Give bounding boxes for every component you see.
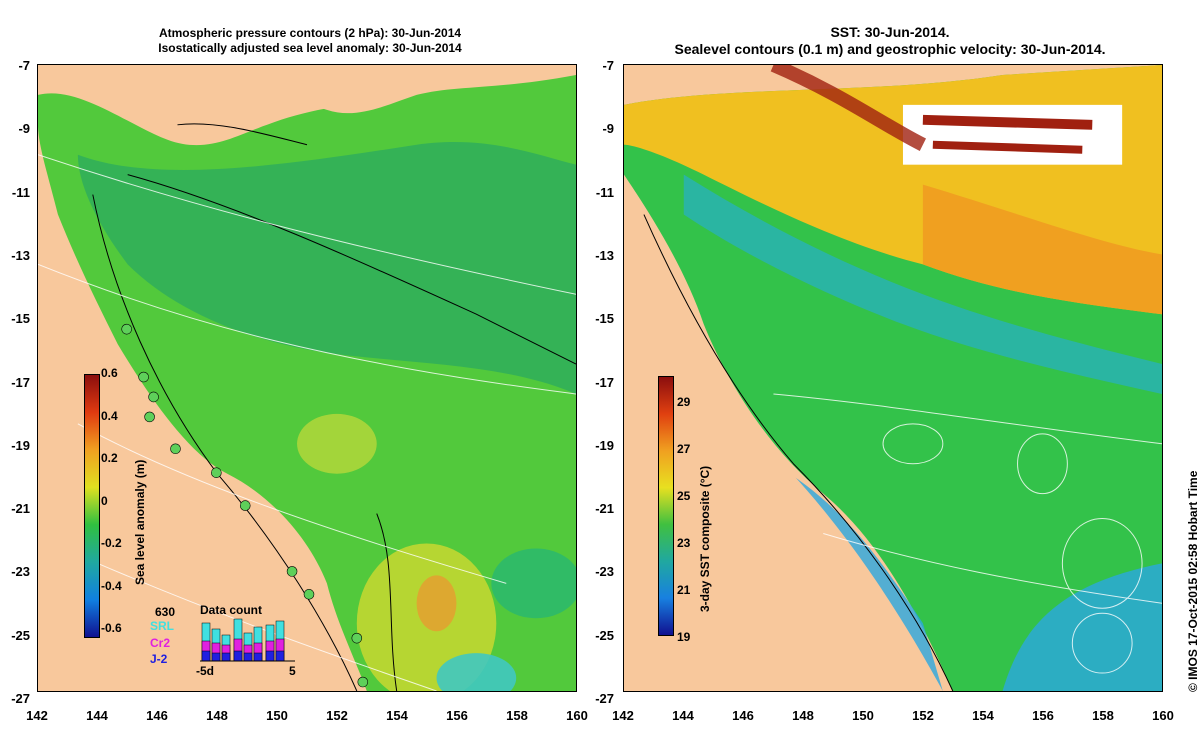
latitude-tick-label: -17 bbox=[11, 374, 30, 390]
data-count-axis-right: 5 bbox=[289, 664, 296, 678]
sst-colorbar bbox=[658, 376, 674, 636]
sla-colorbar-tick: 0.2 bbox=[101, 451, 118, 465]
sla-colorbar-tick: 0.6 bbox=[101, 366, 118, 380]
imos-credit: © IMOS 17-Oct-2015 02:58 Hobart Time bbox=[1186, 470, 1200, 692]
latitude-tick-label: -21 bbox=[595, 501, 614, 517]
data-count-title: Data count bbox=[200, 603, 263, 617]
sla-colorbar-tick: 0.4 bbox=[101, 408, 118, 423]
mission-label-cr2: Cr2 bbox=[150, 636, 171, 650]
longitude-tick-label: 152 bbox=[912, 708, 934, 723]
longitude-tick-label: 160 bbox=[566, 708, 588, 723]
longitude-tick-label: 160 bbox=[1152, 708, 1174, 723]
sla-colorbar-tick: -0.6 bbox=[101, 621, 122, 635]
sst-colorbar-tick: 25 bbox=[677, 489, 691, 503]
latitude-tick-label: -21 bbox=[11, 501, 30, 517]
longitude-tick-label: 144 bbox=[672, 708, 694, 723]
left-title-line2: Isostatically adjusted sea level anomaly… bbox=[158, 41, 462, 55]
longitude-tick-label: 158 bbox=[506, 708, 528, 723]
sst-colorbar-tick: 21 bbox=[677, 583, 691, 597]
latitude-tick-label: -23 bbox=[11, 564, 30, 580]
latitude-tick-label: -15 bbox=[595, 311, 614, 327]
longitude-tick-label: 150 bbox=[852, 708, 874, 723]
latitude-tick-label: -17 bbox=[595, 374, 614, 390]
sst-field bbox=[624, 65, 1162, 691]
sst-colorbar-tick: 19 bbox=[677, 630, 691, 644]
data-count-axis-left: -5d bbox=[196, 664, 214, 678]
longitude-tick-label: 154 bbox=[386, 708, 408, 723]
sla-colorbar-tick: 0 bbox=[101, 493, 108, 508]
latitude-tick-label: -27 bbox=[595, 691, 614, 706]
latitude-tick-label: -19 bbox=[11, 437, 30, 453]
latitude-tick-label: -11 bbox=[11, 184, 30, 200]
mission-label-srl: SRL bbox=[150, 619, 174, 633]
longitude-tick-label: 148 bbox=[206, 708, 228, 723]
longitude-tick-label: 142 bbox=[612, 708, 634, 723]
mission-label-j2: J-2 bbox=[150, 652, 168, 666]
sst-colorbar-tick: 23 bbox=[677, 536, 691, 550]
sla-colorbar-tick: -0.2 bbox=[101, 536, 122, 550]
latitude-tick-label: -25 bbox=[11, 627, 30, 643]
latitude-tick-label: -27 bbox=[11, 691, 30, 706]
longitude-tick-label: 156 bbox=[1032, 708, 1054, 723]
data-count-total: 630 bbox=[155, 605, 176, 619]
latitude-tick-label: -7 bbox=[18, 58, 30, 73]
latitude-tick-label: -23 bbox=[595, 564, 614, 580]
sla-colorbar-tick: -0.4 bbox=[101, 578, 122, 593]
sla-colorbar bbox=[84, 374, 100, 638]
latitude-tick-label: -25 bbox=[595, 627, 614, 643]
latitude-tick-label: -13 bbox=[11, 247, 30, 263]
longitude-tick-label: 152 bbox=[326, 708, 348, 723]
right-title-line1: SST: 30-Jun-2014. bbox=[830, 24, 950, 40]
left-map-title: Atmospheric pressure contours (2 hPa): 3… bbox=[40, 26, 580, 56]
sea-level-anomaly-map bbox=[37, 64, 577, 692]
right-map-title: SST: 30-Jun-2014. Sealevel contours (0.1… bbox=[600, 24, 1180, 58]
longitude-tick-label: 156 bbox=[446, 708, 468, 723]
latitude-tick-label: -11 bbox=[595, 184, 614, 200]
right-title-line2: Sealevel contours (0.1 m) and geostrophi… bbox=[674, 41, 1106, 57]
sla-colorbar-label: Sea level anomaly (m) bbox=[133, 459, 147, 585]
left-title-line1: Atmospheric pressure contours (2 hPa): 3… bbox=[158, 26, 462, 40]
longitude-tick-label: 146 bbox=[146, 708, 168, 723]
longitude-tick-label: 146 bbox=[732, 708, 754, 723]
sst-colorbar-label: 3-day SST composite (°C) bbox=[698, 465, 712, 612]
sst-colorbar-tick: 29 bbox=[677, 395, 691, 409]
sst-map bbox=[623, 64, 1163, 692]
latitude-tick-label: -7 bbox=[602, 58, 614, 73]
latitude-tick-label: -9 bbox=[602, 121, 614, 137]
data-count-chart bbox=[200, 618, 295, 662]
latitude-tick-label: -13 bbox=[595, 247, 614, 263]
sea-level-anomaly-field bbox=[38, 65, 576, 691]
longitude-tick-label: 148 bbox=[792, 708, 814, 723]
latitude-tick-label: -15 bbox=[11, 311, 30, 327]
longitude-tick-label: 158 bbox=[1092, 708, 1114, 723]
longitude-tick-label: 154 bbox=[972, 708, 994, 723]
latitude-tick-label: -19 bbox=[595, 437, 614, 453]
longitude-tick-label: 144 bbox=[86, 708, 108, 723]
sst-colorbar-tick: 27 bbox=[677, 442, 691, 456]
longitude-tick-label: 150 bbox=[266, 708, 288, 723]
latitude-tick-label: -9 bbox=[18, 121, 30, 137]
longitude-tick-label: 142 bbox=[26, 708, 48, 723]
